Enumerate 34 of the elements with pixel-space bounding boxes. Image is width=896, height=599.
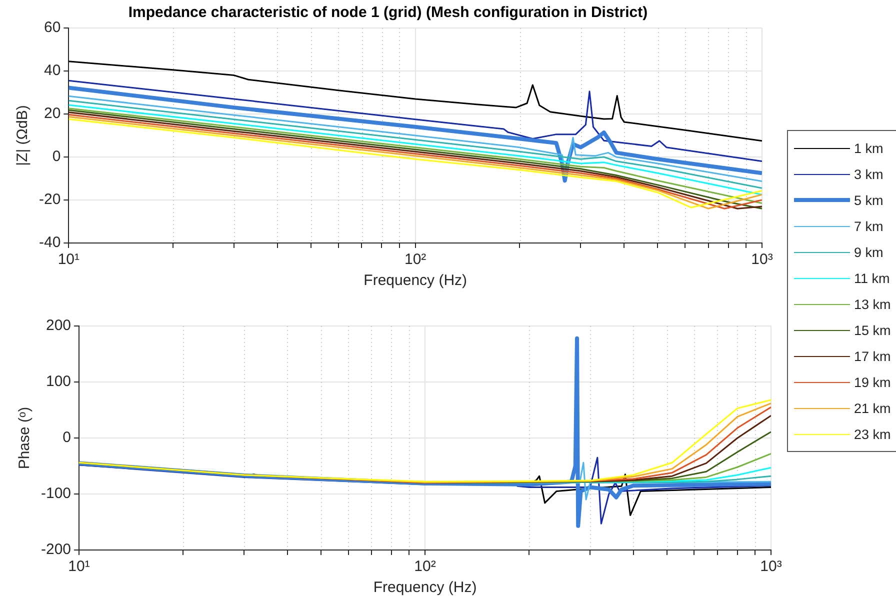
y-tick-label: 0 — [52, 148, 61, 166]
y-tick-label: -200 — [40, 541, 72, 558]
legend-label: 11 km — [854, 270, 890, 286]
legend-label: 3 km — [854, 166, 884, 182]
x-tick-label: 10¹ — [58, 251, 80, 268]
chart-title: Impedance characteristic of node 1 (grid) (Mesh configuration in District) — [128, 4, 648, 22]
y-axis-title: |Z| (ΩdB) — [14, 105, 32, 166]
legend-label: 7 km — [854, 218, 884, 234]
y-tick-label: -40 — [38, 234, 61, 252]
x-tick-label: 10¹ — [68, 558, 90, 576]
x-axis-title: Frequency (Hz) — [364, 272, 468, 290]
legend-label: 19 km — [854, 374, 891, 390]
legend-label: 23 km — [854, 426, 891, 442]
legend-label: 13 km — [854, 296, 891, 312]
x-tick-label: 10³ — [751, 251, 773, 268]
x-tick-label: 10³ — [760, 558, 782, 576]
legend-label: 17 km — [854, 348, 891, 364]
y-axis-title: Phase (ᵒ) — [16, 406, 34, 470]
y-tick-label: 60 — [44, 19, 61, 36]
y-tick-label: 0 — [62, 429, 72, 446]
y-tick-label: 200 — [46, 317, 72, 334]
y-tick-label: -100 — [40, 485, 72, 502]
y-tick-label: 40 — [44, 62, 61, 80]
y-tick-label: -20 — [38, 191, 61, 208]
x-tick-label: 10² — [404, 251, 426, 268]
legend-label: 15 km — [854, 322, 891, 338]
legend-label: 5 km — [854, 192, 884, 208]
x-axis-title: Frequency (Hz) — [373, 579, 477, 596]
legend-label: 9 km — [854, 244, 884, 260]
y-tick-label: 100 — [46, 373, 72, 390]
legend-label: 1 km — [854, 140, 884, 156]
legend-label: 21 km — [854, 400, 891, 416]
x-tick-label: 10² — [414, 558, 436, 576]
y-tick-label: 20 — [44, 105, 61, 122]
